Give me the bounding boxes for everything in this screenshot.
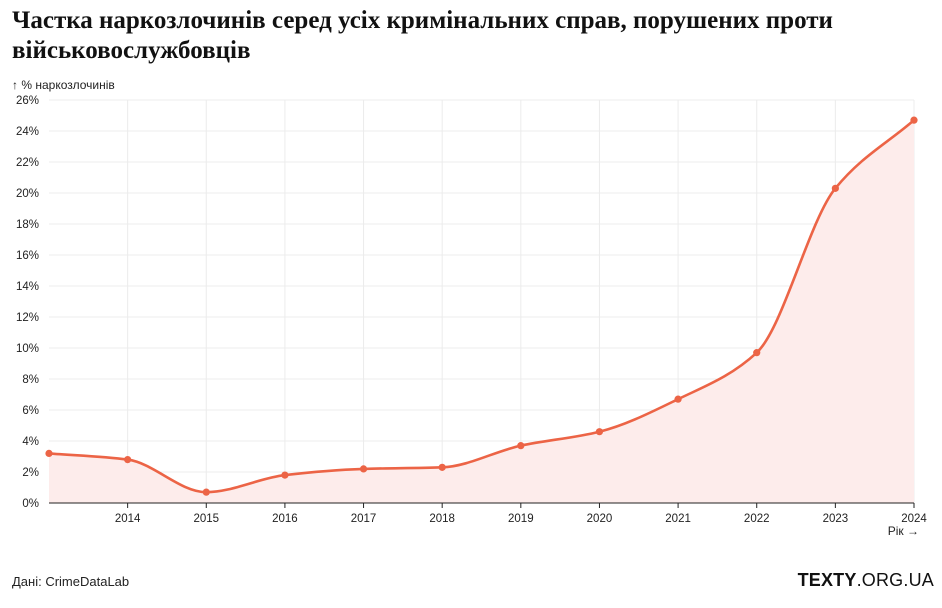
- x-tick-label: 2024: [901, 513, 927, 525]
- y-tick-label: 26%: [16, 95, 39, 107]
- data-point: [124, 456, 132, 464]
- data-point: [359, 465, 368, 473]
- y-tick-label: 8%: [22, 374, 39, 386]
- y-tick-label: 14%: [16, 281, 39, 293]
- data-point: [910, 116, 918, 124]
- x-tick-label: 2015: [193, 513, 219, 525]
- axes: 0% 2% 4% 6% 8% 10% 12% 14% 16% 18% 20% 22% 24% 26% 201…: [16, 95, 927, 525]
- logo-rest: .ORG.UA: [856, 570, 934, 590]
- y-tick-label: 16%: [16, 250, 39, 262]
- y-tick-label: 18%: [16, 219, 39, 231]
- y-axis-label: ↑ % наркозлочинів: [12, 78, 115, 92]
- data-point: [517, 442, 525, 450]
- data-point: [202, 488, 210, 496]
- x-tick-label: 2014: [115, 513, 141, 525]
- x-tick-label: 2019: [508, 513, 534, 525]
- data-point: [831, 184, 839, 192]
- x-tick-label: 2021: [665, 513, 691, 525]
- data-points: [45, 116, 918, 496]
- data-point: [674, 395, 682, 403]
- y-tick-label: 4%: [22, 436, 39, 448]
- texty-logo[interactable]: TEXTY.ORG.UA: [798, 570, 934, 591]
- y-tick-label: 20%: [16, 188, 39, 200]
- data-point: [753, 349, 761, 357]
- y-tick-label: 12%: [16, 312, 39, 324]
- y-tick-label: 6%: [22, 405, 39, 417]
- series-area-fill: [49, 120, 914, 504]
- x-tick-label: 2022: [744, 513, 770, 525]
- y-tick-label: 22%: [16, 157, 39, 169]
- x-tick-label: 2020: [587, 513, 613, 525]
- y-tick-label: 2%: [22, 467, 39, 479]
- data-point: [595, 428, 604, 436]
- y-tick-label: 0%: [22, 498, 39, 510]
- y-tick-label: 10%: [16, 343, 39, 355]
- data-point: [438, 463, 446, 471]
- x-tick-label: 2016: [272, 513, 298, 525]
- x-axis-label: Рік →: [888, 524, 919, 538]
- logo-bold: TEXTY: [797, 570, 857, 590]
- x-tick-label: 2023: [823, 513, 849, 525]
- chart-title: Частка наркозлочинів серед усіх кримінал…: [12, 7, 833, 64]
- data-source: Дані: CrimeDataLab: [12, 574, 130, 589]
- x-tick-label: 2017: [351, 513, 377, 525]
- data-point: [45, 449, 53, 457]
- y-tick-label: 24%: [16, 126, 39, 138]
- data-point: [281, 471, 289, 479]
- x-tick-label: 2018: [429, 513, 455, 525]
